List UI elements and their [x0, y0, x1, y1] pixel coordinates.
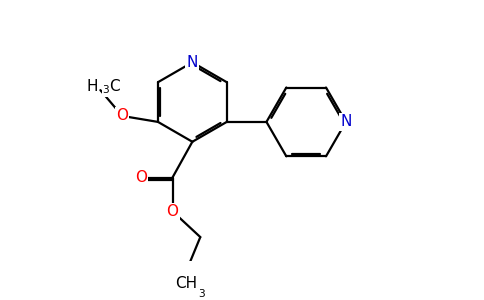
- Text: O: O: [166, 204, 179, 219]
- Text: O: O: [135, 170, 147, 185]
- Text: O: O: [116, 109, 128, 124]
- Text: $_3$: $_3$: [197, 285, 206, 300]
- Text: CH: CH: [175, 276, 197, 291]
- Text: N: N: [340, 114, 351, 129]
- Text: $_3$C: $_3$C: [103, 78, 121, 96]
- Text: H: H: [87, 80, 98, 94]
- Text: N: N: [187, 55, 198, 70]
